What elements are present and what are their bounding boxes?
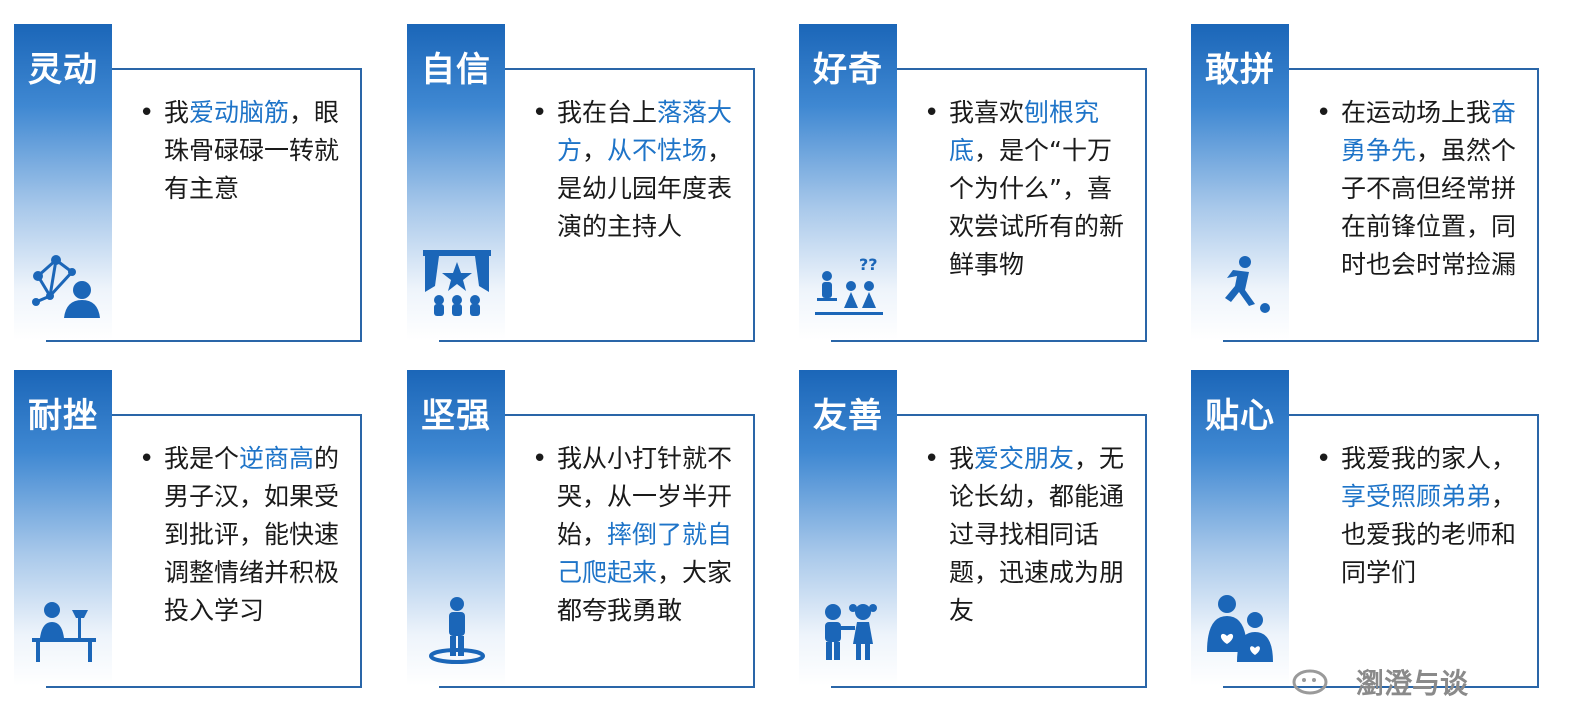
card-title: 耐挫 <box>28 396 98 436</box>
highlight-segment: 爱动脑筋 <box>189 98 290 127</box>
text-segment: 的男子汉，如果受到批评，能快速调整情绪并积极投入学习 <box>164 444 340 625</box>
card-description: 我喜欢刨根究底，是个“十万个为什么”，喜欢尝试所有的新鲜事物 <box>949 94 1129 284</box>
card-haoqi: 好奇 • 我喜欢刨根究底，是个“十万个为什么”，喜欢尝试所有的新鲜事物 ?? <box>799 24 1147 342</box>
card-title: 敢拼 <box>1205 50 1275 90</box>
card-lingdong: 灵动 • 我爱动脑筋，眼珠骨碌碌一转就有主意 <box>14 24 362 342</box>
text-segment: 我 <box>164 98 190 127</box>
bullet: • <box>139 98 155 128</box>
text-segment: ，大家都夸我勇敢 <box>557 558 733 625</box>
card-description: 我从小打针就不哭，从一岁半开始，摔倒了就自己爬起来，大家都夸我勇敢 <box>557 440 737 630</box>
card-title: 灵动 <box>28 50 98 90</box>
text-segment: 我在台上 <box>557 98 658 127</box>
highlight-segment: 从不怯场 <box>607 136 708 165</box>
bullet: • <box>532 444 548 474</box>
card-title: 友善 <box>813 396 883 436</box>
card-title: 自信 <box>421 50 491 90</box>
text-segment: ， <box>582 136 608 165</box>
card-description: 在运动场上我奋勇争先，虽然个子不高但经常拼在前锋位置，同时也会时常捡漏 <box>1341 94 1521 284</box>
text-segment: 我 <box>949 444 975 473</box>
text-segment: ，也爱我的老师和同学们 <box>1341 482 1517 587</box>
text-segment: ，眼珠骨碌碌一转就有主意 <box>164 98 340 203</box>
highlight-segment: 享受照顾弟弟 <box>1341 482 1492 511</box>
bullet: • <box>1316 98 1332 128</box>
wechat-icon <box>1292 669 1328 695</box>
text-segment: 我爱我的家人， <box>1341 444 1517 473</box>
svg-text:??: ?? <box>859 255 878 274</box>
text-segment: ，虽然个子不高但经常拼在前锋位置，同时也会时常捡漏 <box>1341 136 1517 279</box>
title-pillar <box>14 24 112 340</box>
two-kids-icon <box>825 604 877 660</box>
card-description: 我是个逆商高的男子汉，如果受到批评，能快速调整情绪并积极投入学习 <box>164 440 344 630</box>
card-description: 我爱我的家人， 享受照顾弟弟，也爱我的老师和同学们 <box>1341 440 1521 592</box>
highlight-segment: 刨根究底 <box>949 98 1100 165</box>
card-description: 我爱动脑筋，眼珠骨碌碌一转就有主意 <box>164 94 344 208</box>
text-segment: 我是个 <box>164 444 240 473</box>
card-title: 贴心 <box>1205 396 1275 436</box>
highlight-segment: 爱交朋友 <box>974 444 1075 473</box>
study-desk-icon <box>32 602 96 662</box>
bullet: • <box>1316 444 1332 474</box>
card-title: 坚强 <box>421 396 491 436</box>
text-segment: ，无论长幼，都能通过寻找相同话题，迅速成为朋友 <box>949 444 1125 625</box>
watermark-text: 瀏澄与谈 <box>1356 667 1469 700</box>
card-title: 好奇 <box>813 50 883 90</box>
highlight-segment: 奋勇争先 <box>1341 98 1517 165</box>
text-segment: 我喜欢 <box>949 98 1025 127</box>
highlight-segment: 摔倒了就自己爬起来 <box>557 520 733 587</box>
text-segment: ，是幼儿园年度表演的主持人 <box>557 136 733 241</box>
teacher-children-question-icon: ?? <box>815 255 883 315</box>
card-description: 我在台上落落大方，从不怯场，是幼儿园年度表演的主持人 <box>557 94 737 246</box>
bullet: • <box>139 444 155 474</box>
stage-star-icon <box>423 250 491 316</box>
card-naicuo: 耐挫 • 我是个逆商高的男子汉，如果受到批评，能快速调整情绪并积极投入学习 <box>14 370 362 688</box>
family-hearts-icon <box>1207 595 1273 662</box>
text-segment: 我从小打针就不哭，从一岁半开始， <box>557 444 733 549</box>
text-segment: ，是个“十万个为什么”，喜欢尝试所有的新鲜事物 <box>949 136 1125 279</box>
card-ganpin: 敢拼 • 在运动场上我奋勇争先，虽然个子不高但经常拼在前锋位置，同时也会时常捡漏 <box>1191 24 1539 342</box>
highlight-segment: 逆商高 <box>239 444 315 473</box>
bullet: • <box>532 98 548 128</box>
card-jianqiang: 坚强 • 我从小打针就不哭，从一岁半开始，摔倒了就自己爬起来，大家都夸我勇敢 <box>407 370 755 688</box>
text-segment: 在运动场上我 <box>1341 98 1492 127</box>
standing-person-icon <box>429 597 485 664</box>
bullet: • <box>924 444 940 474</box>
network-person-icon <box>32 255 100 318</box>
card-tiexin: 贴心 • 我爱我的家人， 享受照顾弟弟，也爱我的老师和同学们 <box>1191 370 1539 688</box>
highlight-segment: 落落大方 <box>557 98 733 165</box>
card-youshan: 友善 • 我爱交朋友，无论长幼，都能通过寻找相同话题，迅速成为朋友 <box>799 370 1147 688</box>
card-description: 我爱交朋友，无论长幼，都能通过寻找相同话题，迅速成为朋友 <box>949 440 1129 630</box>
card-zixin: 自信 • 我在台上落落大方，从不怯场，是幼儿园年度表演的主持人 <box>407 24 755 342</box>
bullet: • <box>924 98 940 128</box>
title-pillar <box>799 370 897 686</box>
soccer-player-icon <box>1225 256 1270 313</box>
